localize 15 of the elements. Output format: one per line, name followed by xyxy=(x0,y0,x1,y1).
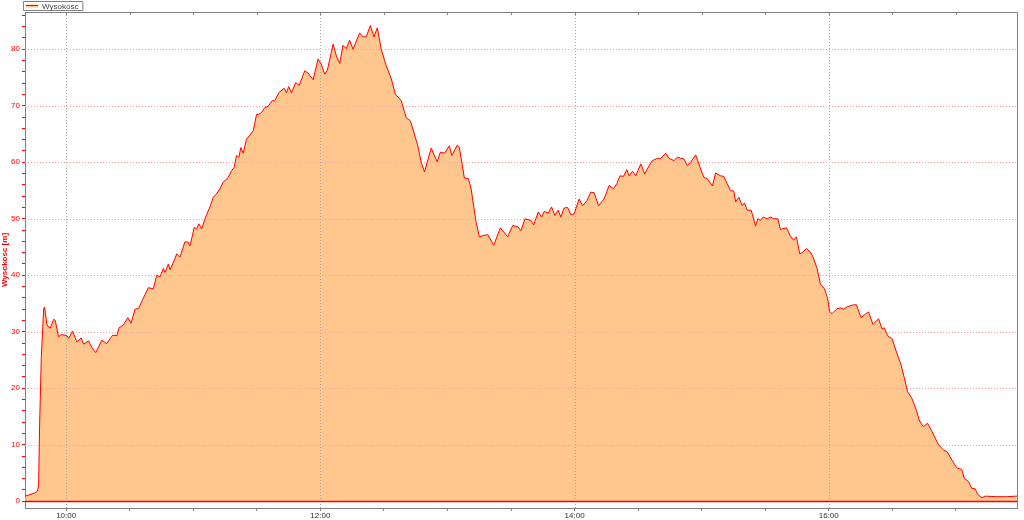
y-tick-label: 80 xyxy=(11,44,21,54)
x-tick-label: 14:00 xyxy=(564,511,586,520)
y-tick-label: 50 xyxy=(11,213,21,223)
y-tick-label: 20 xyxy=(11,383,21,393)
y-tick-label: 40 xyxy=(11,270,21,280)
legend-label: Wysokosc xyxy=(42,1,79,11)
x-tick-label: 16:00 xyxy=(818,511,840,520)
y-tick-label: 70 xyxy=(11,100,21,110)
x-tick-label: 12:00 xyxy=(310,511,331,520)
y-tick-label: 0 xyxy=(15,496,21,506)
y-tick-label: 30 xyxy=(11,326,21,336)
y-tick-label: 10 xyxy=(11,439,21,449)
x-tick-label: 10:00 xyxy=(56,511,77,520)
y-axis-title: Wysokosc [m] xyxy=(0,232,9,288)
y-tick-label: 60 xyxy=(11,157,21,167)
